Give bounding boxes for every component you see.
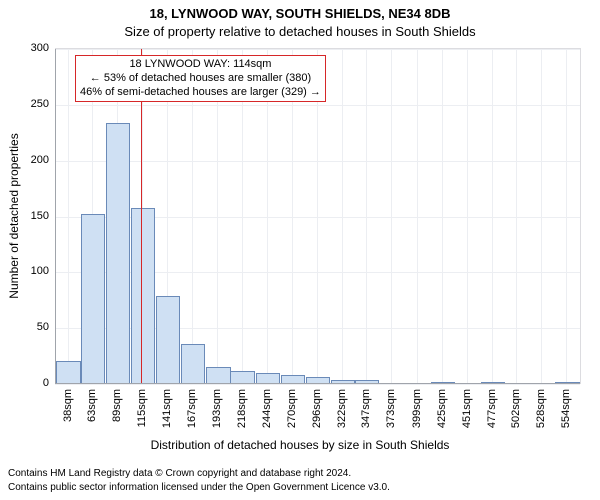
x-tick-label: 477sqm [486,389,498,428]
x-axis-line [55,383,580,384]
x-axis-label: Distribution of detached houses by size … [0,438,600,452]
x-tick-label: 451sqm [461,389,473,428]
y-tick-label: 50 [0,321,49,333]
gridline-horizontal [55,49,580,50]
x-tick-label: 296sqm [311,389,323,428]
y-tick-label: 150 [0,210,49,222]
x-tick-label: 425sqm [436,389,448,428]
x-tick-label: 167sqm [186,389,198,428]
histogram-bar [206,367,230,384]
x-tick-label: 502sqm [510,389,522,428]
annotation-line2: ← 53% of detached houses are smaller (38… [80,72,321,86]
x-tick-label: 244sqm [261,389,273,428]
gridline-horizontal [55,161,580,162]
chart-title-line1: 18, LYNWOOD WAY, SOUTH SHIELDS, NE34 8DB [0,6,600,21]
y-axis-line [55,49,56,384]
footer-line2: Contains public sector information licen… [8,482,390,493]
x-tick-label: 554sqm [560,389,572,428]
y-tick-label: 200 [0,154,49,166]
x-tick-label: 63sqm [86,389,98,422]
chart-plot-area: 18 LYNWOOD WAY: 114sqm← 53% of detached … [55,48,581,384]
x-tick-label: 399sqm [411,389,423,428]
annotation-line1: 18 LYNWOOD WAY: 114sqm [80,58,321,72]
y-tick-label: 300 [0,42,49,54]
histogram-bar [181,344,205,384]
x-tick-label: 193sqm [211,389,223,428]
footer-line1: Contains HM Land Registry data © Crown c… [8,468,351,479]
histogram-bar [56,361,80,384]
y-tick-label: 250 [0,98,49,110]
annotation-box: 18 LYNWOOD WAY: 114sqm← 53% of detached … [75,55,326,102]
histogram-bar [106,123,130,384]
histogram-bar [156,296,180,384]
x-tick-label: 89sqm [111,389,123,422]
x-tick-label: 218sqm [236,389,248,428]
histogram-bar [81,214,105,384]
x-tick-label: 38sqm [62,389,74,422]
x-tick-label: 528sqm [535,389,547,428]
y-tick-label: 0 [0,377,49,389]
x-tick-label: 141sqm [161,389,173,428]
x-tick-label: 270sqm [286,389,298,428]
chart-title-line2: Size of property relative to detached ho… [0,24,600,39]
y-tick-label: 100 [0,265,49,277]
x-tick-label: 373sqm [385,389,397,428]
annotation-line3: 46% of semi-detached houses are larger (… [80,86,321,100]
gridline-horizontal [55,384,580,385]
x-tick-label: 322sqm [336,389,348,428]
x-tick-label: 347sqm [360,389,372,428]
histogram-bar [230,371,254,384]
gridline-horizontal [55,105,580,106]
histogram-bar [131,208,155,384]
x-tick-label: 115sqm [136,389,148,427]
